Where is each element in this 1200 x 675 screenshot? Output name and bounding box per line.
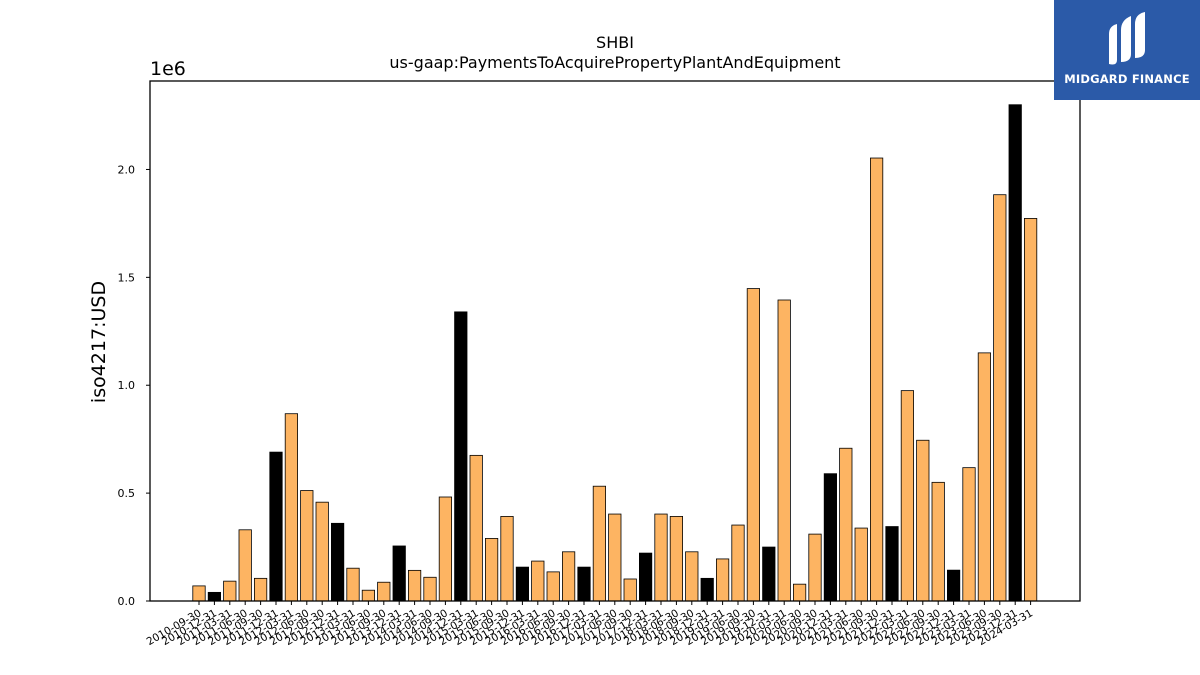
bar	[639, 552, 653, 602]
bar	[500, 516, 514, 602]
midgard-logo-icon	[1109, 12, 1145, 65]
bar	[407, 569, 422, 602]
y-tick-label: 0.0	[118, 595, 136, 608]
bar	[484, 538, 499, 602]
bar	[531, 560, 545, 602]
bar	[454, 311, 468, 602]
bar	[746, 288, 761, 602]
bar	[870, 157, 884, 602]
bar	[808, 533, 822, 602]
chart-title: SHBI	[596, 33, 634, 52]
bar	[962, 467, 976, 602]
midgard-finance-logo: MIDGARD FINANCE	[1054, 0, 1200, 100]
y-tick-label: 1.5	[118, 271, 136, 284]
y-tick-label: 1.0	[118, 379, 136, 392]
bar	[300, 490, 314, 602]
bar	[284, 413, 299, 602]
bar	[377, 581, 391, 602]
y-tick-label: 0.5	[118, 487, 136, 500]
bar	[762, 546, 776, 602]
bar	[192, 585, 206, 602]
bar	[854, 527, 868, 602]
bar	[916, 439, 930, 602]
bar	[515, 566, 530, 602]
bar	[839, 447, 853, 602]
bar	[608, 513, 622, 602]
chart-subtitle: us-gaap:PaymentsToAcquirePropertyPlantAn…	[389, 53, 840, 72]
bar	[993, 194, 1007, 602]
bar	[623, 578, 637, 602]
bar	[546, 571, 560, 602]
bar	[315, 501, 329, 602]
bar	[777, 299, 791, 602]
bar	[392, 545, 406, 602]
bar	[793, 583, 807, 602]
y-tick-label: 2.0	[118, 163, 136, 176]
bar	[731, 524, 745, 602]
bar	[885, 526, 899, 602]
bar	[977, 352, 992, 602]
bar	[330, 522, 345, 602]
bar	[253, 577, 268, 602]
bar	[1024, 218, 1038, 602]
bar	[423, 576, 437, 602]
bar	[238, 529, 252, 602]
plot-frame	[149, 80, 1081, 602]
bar	[469, 454, 483, 602]
bar	[823, 473, 838, 602]
logo-text: MIDGARD FINANCE	[1064, 72, 1190, 86]
bar	[269, 451, 283, 602]
bar	[700, 577, 714, 602]
bar	[361, 589, 376, 602]
bar	[1008, 104, 1022, 602]
x-ticks: 2010-09-302010-12-312011-03-312011-06-30…	[145, 601, 1035, 648]
bar	[592, 485, 607, 602]
bar	[562, 551, 576, 602]
bar	[577, 566, 591, 602]
y-ticks: 0.0 0.5 1.0 1.5 2.0	[118, 163, 150, 608]
bar	[716, 558, 730, 602]
y-offset-label: 1e6	[150, 58, 186, 80]
bar	[346, 567, 360, 602]
bar	[947, 569, 961, 602]
bar	[438, 496, 453, 602]
bar	[669, 516, 684, 602]
y-axis-label: iso4217:USD	[88, 281, 110, 403]
bar	[900, 390, 915, 602]
bar	[685, 551, 699, 602]
bar	[207, 591, 221, 602]
bar	[931, 481, 945, 602]
bars-layer	[192, 104, 1038, 602]
bar	[654, 513, 668, 602]
bar	[223, 580, 237, 602]
